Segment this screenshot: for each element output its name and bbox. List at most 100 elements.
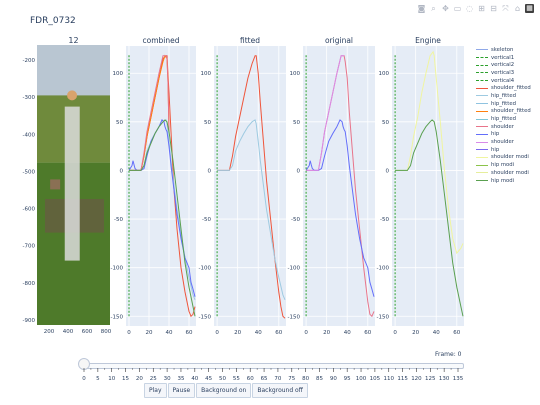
legend-item[interactable]: shoulder modi: [476, 154, 531, 162]
legend-item[interactable]: hip: [476, 131, 531, 139]
slider-tick-label: 70: [274, 376, 281, 382]
y-tick-label: 0: [120, 168, 124, 174]
legend-item[interactable]: hip_fitted: [476, 115, 531, 123]
legend-swatch: [476, 156, 488, 158]
slider-tick-label: 20: [136, 376, 143, 382]
series-line-shoulder: [306, 55, 345, 171]
legend-label: vertical1: [491, 54, 515, 61]
y-tick-label: -100: [377, 266, 390, 272]
x-tick-label: 0: [304, 330, 308, 336]
legend-label: hip: [491, 131, 500, 138]
camera-icon[interactable]: ◙: [417, 4, 426, 13]
legend-swatch: [476, 180, 488, 182]
animation-buttons: Play Pause Background on Background off: [144, 383, 309, 398]
plotly-logo[interactable]: ▦: [525, 4, 534, 13]
legend-item[interactable]: hip_fitted: [476, 92, 531, 100]
slider-tick-label: 85: [316, 376, 323, 382]
legend-label: vertical3: [491, 69, 515, 76]
series-line-hip: [305, 119, 375, 297]
x-tick-label: 60: [364, 330, 371, 336]
pause-button[interactable]: Pause: [167, 383, 196, 398]
image-x-tick-label: 200: [44, 329, 55, 335]
slider-tick-label: 135: [453, 376, 464, 382]
legend-label: hip_fitted: [491, 92, 516, 99]
series-line-hip-fitted: [217, 119, 286, 300]
x-tick-label: 60: [186, 330, 193, 336]
slider-tick-label: 130: [439, 376, 450, 382]
legend-item[interactable]: vertical3: [476, 69, 531, 77]
autoscale-icon[interactable]: ⤧: [502, 4, 509, 13]
legend-item[interactable]: shoulder: [476, 138, 531, 146]
subplot-title: fitted: [240, 36, 260, 45]
lasso-icon[interactable]: ◌: [466, 4, 473, 13]
y-tick-label: -100: [111, 266, 124, 272]
zoom-icon[interactable]: ⌕: [431, 4, 436, 13]
background-off-button[interactable]: Background off: [252, 383, 308, 398]
slider-tick-label: 45: [205, 376, 212, 382]
play-button[interactable]: Play: [144, 383, 167, 398]
y-tick-label: 100: [379, 71, 390, 77]
legend-item[interactable]: shoulder modi: [476, 169, 531, 177]
zoom-out-icon[interactable]: ⊟: [490, 4, 497, 13]
legend-swatch: [476, 141, 488, 143]
legend-label: hip modi: [491, 162, 515, 169]
x-tick-label: 20: [412, 330, 419, 336]
background-on-button[interactable]: Background on: [196, 383, 252, 398]
zoom-in-icon[interactable]: ⊞: [478, 4, 485, 13]
y-tick-label: 0: [297, 168, 301, 174]
legend-item[interactable]: shoulder: [476, 123, 531, 131]
legend-label: hip_fitted: [491, 116, 516, 123]
slider-tick-label: 50: [219, 376, 226, 382]
subplot-background: [214, 46, 286, 326]
legend-swatch: [476, 103, 488, 105]
slider-tick-label: 35: [177, 376, 184, 382]
slider-tick-label: 55: [233, 376, 240, 382]
slider-tick-label: 60: [247, 376, 254, 382]
y-tick-label: 100: [201, 71, 212, 77]
legend-swatch: [476, 149, 488, 151]
legend-label: skeleton: [491, 46, 514, 53]
legend-swatch: [476, 118, 488, 120]
subplot-background: [303, 46, 375, 326]
image-y-tick-label: -500: [23, 169, 36, 175]
legend-item[interactable]: vertical2: [476, 61, 531, 69]
legend-label: vertical4: [491, 77, 515, 84]
legend-item[interactable]: skeleton: [476, 46, 531, 54]
legend[interactable]: skeleton vertical1 vertical2 vertical3 verti…: [476, 46, 531, 184]
legend-item[interactable]: hip: [476, 146, 531, 154]
y-tick-label: -150: [377, 314, 390, 320]
legend-item[interactable]: hip_fitted: [476, 100, 531, 108]
legend-item[interactable]: shoulder_fitted: [476, 108, 531, 116]
image-x-tick-label: 800: [101, 329, 112, 335]
legend-label: shoulder: [491, 139, 514, 146]
photo-person-body: [64, 106, 80, 261]
y-tick-label: -150: [288, 314, 301, 320]
home-icon[interactable]: ⌂: [514, 4, 521, 13]
slider-tick-label: 0: [82, 376, 86, 382]
slider-tick-label: 40: [191, 376, 198, 382]
legend-swatch: [476, 164, 488, 166]
subplot-title: combined: [143, 36, 180, 45]
legend-item[interactable]: shoulder_fitted: [476, 84, 531, 92]
y-tick-label: -50: [291, 217, 300, 223]
subplot-background: [392, 46, 464, 326]
legend-label: hip modi: [491, 177, 515, 184]
legend-item[interactable]: vertical4: [476, 77, 531, 85]
box-select-icon[interactable]: ▭: [453, 4, 462, 13]
image-y-tick-label: -300: [23, 95, 36, 101]
pan-icon[interactable]: ✥: [442, 4, 449, 13]
legend-swatch: [476, 80, 488, 82]
x-tick-label: 0: [393, 330, 397, 336]
y-tick-label: -50: [380, 217, 389, 223]
y-tick-label: -100: [288, 266, 301, 272]
legend-item[interactable]: vertical1: [476, 54, 531, 62]
slider-tick-label: 120: [411, 376, 422, 382]
legend-item[interactable]: hip modi: [476, 161, 531, 169]
x-tick-label: 0: [215, 330, 219, 336]
legend-item[interactable]: hip modi: [476, 177, 531, 185]
subplot-title: original: [325, 36, 353, 45]
slider-tick-label: 65: [261, 376, 268, 382]
legend-label: vertical2: [491, 62, 515, 69]
figure-title: FDR_0732: [30, 16, 76, 26]
